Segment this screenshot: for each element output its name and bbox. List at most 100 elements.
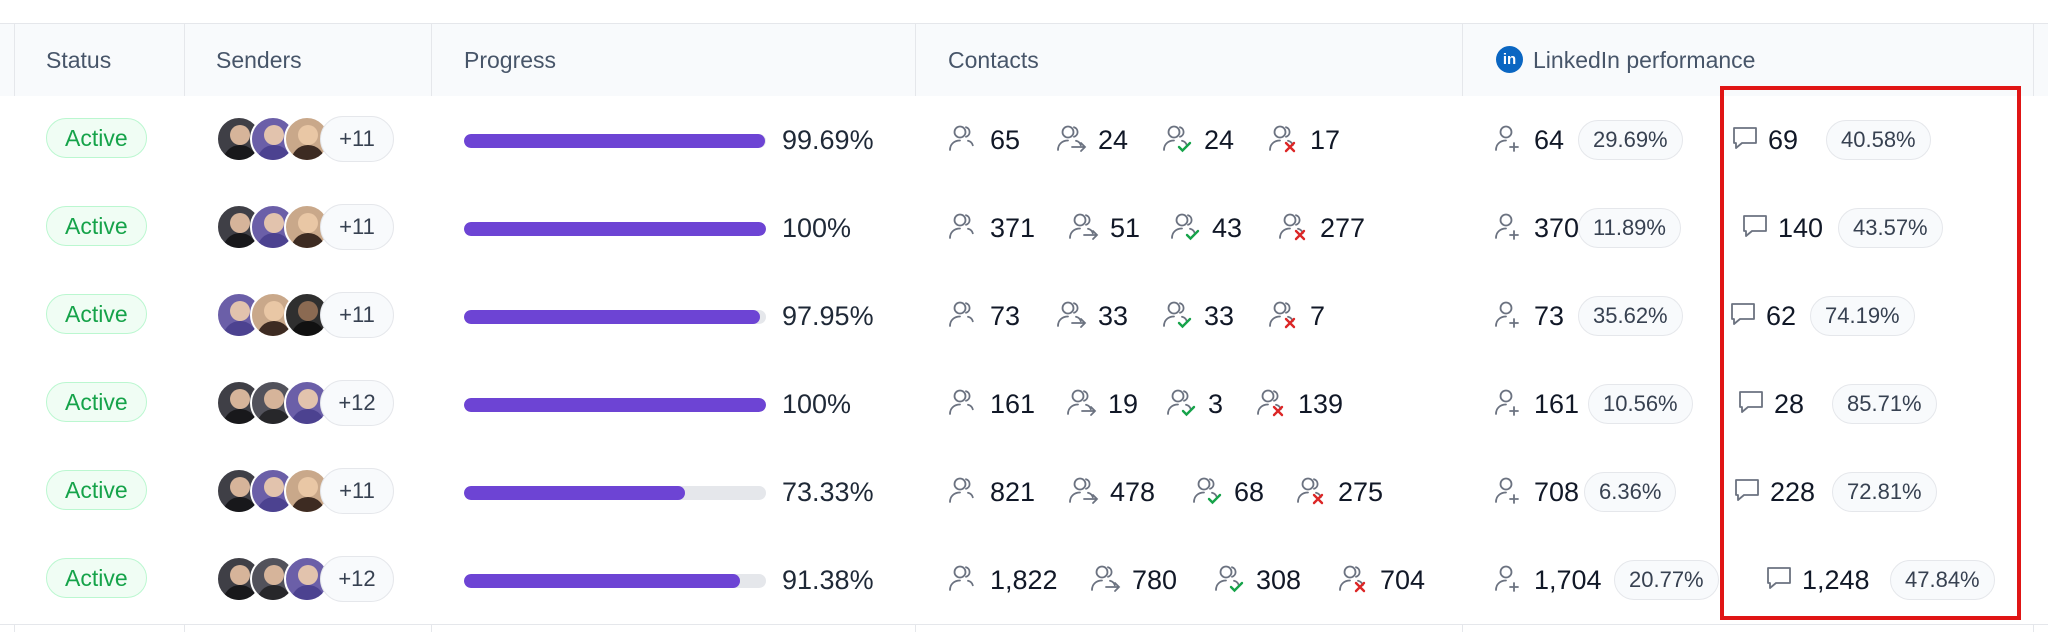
progress-bar: [464, 134, 766, 148]
avatar-face: [230, 389, 250, 409]
avatar-shoulders: [257, 321, 291, 336]
contacted-count: 780: [1132, 564, 1178, 595]
people-arrow-icon: [1056, 123, 1090, 158]
avatar-face: [298, 125, 318, 145]
chat-bubble-icon: [1764, 563, 1794, 598]
li-connections-stat: 370: [1494, 206, 1579, 250]
more-senders-chip[interactable]: +12: [320, 556, 394, 602]
contacted-stat: 478: [1068, 470, 1155, 514]
li-messages-count: 228: [1770, 476, 1816, 507]
li-connections-count: 73: [1534, 300, 1565, 331]
li-connections-count: 708: [1534, 476, 1580, 507]
more-senders-chip[interactable]: +12: [320, 380, 394, 426]
table-row[interactable]: Active +12 91.38% 1,822 780 308 704 1,704 20.77%…: [0, 536, 2048, 625]
li-connections-count: 64: [1534, 124, 1565, 155]
li-messages-stat: 28: [1736, 382, 1804, 426]
li-connection-rate: 6.36%: [1584, 472, 1677, 512]
people-icon: [948, 475, 982, 510]
people-check-icon: [1170, 211, 1204, 246]
more-senders-chip[interactable]: +11: [320, 468, 394, 514]
people-x-icon: [1268, 123, 1302, 158]
li-messages-count: 62: [1766, 300, 1797, 331]
header-linkedin[interactable]: in LinkedIn performance: [1496, 24, 1755, 96]
li-connections-stat: 708: [1494, 470, 1579, 514]
table-row[interactable]: Active +12 100% 161 19 3 139 161 10.56% 28 85.71%: [0, 360, 2048, 449]
table-row[interactable]: Active +11 73.33% 821 478 68 275 708 6.36% 228 72.…: [0, 448, 2048, 537]
li-messages-count: 140: [1778, 212, 1824, 243]
rejected-count: 7: [1310, 300, 1326, 331]
table-row[interactable]: Active +11 99.69% 65 24 24 17 64 29.69% 69 40.58%: [0, 96, 2048, 185]
li-messages-count: 69: [1768, 124, 1799, 155]
contacts-count: 821: [990, 476, 1036, 507]
contacts-count: 65: [990, 124, 1021, 155]
avatar-face: [264, 125, 284, 145]
avatar-shoulders: [291, 233, 325, 248]
accepted-stat: 3: [1166, 382, 1223, 426]
avatar-shoulders: [291, 585, 325, 600]
status-badge: Active: [46, 206, 147, 246]
more-senders-chip[interactable]: +11: [320, 292, 394, 338]
avatar-face: [264, 389, 284, 409]
progress-percent: 91.38%: [782, 565, 874, 595]
contacted-count: 19: [1108, 388, 1139, 419]
people-x-icon: [1296, 475, 1330, 510]
avatar-shoulders: [223, 145, 257, 160]
rejected-count: 277: [1320, 212, 1366, 243]
sender-avatar[interactable]: [284, 380, 330, 426]
contacts-stat: 65: [948, 118, 1020, 162]
avatar-face: [264, 301, 284, 321]
avatar-face: [298, 301, 318, 321]
chat-bubble-icon: [1730, 123, 1760, 158]
li-message-rate: 85.71%: [1832, 384, 1937, 424]
li-message-rate: 72.81%: [1832, 472, 1937, 512]
contacts-stat: 371: [948, 206, 1035, 250]
progress-fill: [464, 310, 760, 324]
avatar-face: [230, 565, 250, 585]
avatar-shoulders: [223, 497, 257, 512]
people-icon: [948, 123, 982, 158]
table-row[interactable]: Active +11 100% 371 51 43 277 370 11.89% 140 43.57…: [0, 184, 2048, 273]
progress-percent: 73.33%: [782, 477, 874, 507]
contacted-stat: 780: [1090, 558, 1177, 602]
person-plus-icon: [1494, 123, 1526, 158]
linkedin-icon: in: [1496, 46, 1523, 74]
more-senders-chip[interactable]: +11: [320, 116, 394, 162]
progress-bar: [464, 486, 766, 500]
people-check-icon: [1162, 299, 1196, 334]
people-x-icon: [1268, 299, 1302, 334]
header-status[interactable]: Status: [46, 47, 112, 73]
header-contacts[interactable]: Contacts: [948, 47, 1039, 73]
people-check-icon: [1214, 563, 1248, 598]
contacts-count: 161: [990, 388, 1036, 419]
status-badge: Active: [46, 118, 147, 158]
rejected-stat: 277: [1278, 206, 1365, 250]
avatar-shoulders: [291, 409, 325, 424]
table-row[interactable]: Active +11 97.95% 73 33 33 7 73 35.62% 62 74.19%: [0, 272, 2048, 361]
more-senders-chip[interactable]: +11: [320, 204, 394, 250]
status-badge: Active: [46, 558, 147, 598]
avatar-face: [264, 477, 284, 497]
avatar-face: [298, 565, 318, 585]
people-icon: [948, 563, 982, 598]
li-messages-stat: 140: [1740, 206, 1823, 250]
avatar-shoulders: [257, 145, 291, 160]
li-messages-count: 28: [1774, 388, 1805, 419]
accepted-stat: 308: [1214, 558, 1301, 602]
people-x-icon: [1278, 211, 1312, 246]
status-badge: Active: [46, 382, 147, 422]
progress-fill: [464, 574, 740, 588]
avatar-shoulders: [223, 409, 257, 424]
avatar-shoulders: [257, 585, 291, 600]
people-arrow-icon: [1056, 299, 1090, 334]
people-icon: [948, 211, 982, 246]
progress-bar: [464, 574, 766, 588]
li-connections-count: 1,704: [1534, 564, 1602, 595]
people-check-icon: [1166, 387, 1200, 422]
li-connections-stat: 64: [1494, 118, 1564, 162]
header-progress[interactable]: Progress: [464, 47, 557, 73]
sender-avatar[interactable]: [250, 556, 296, 602]
contacted-stat: 51: [1068, 206, 1140, 250]
status-badge: Active: [46, 294, 147, 334]
accepted-stat: 33: [1162, 294, 1234, 338]
header-senders[interactable]: Senders: [216, 47, 302, 73]
